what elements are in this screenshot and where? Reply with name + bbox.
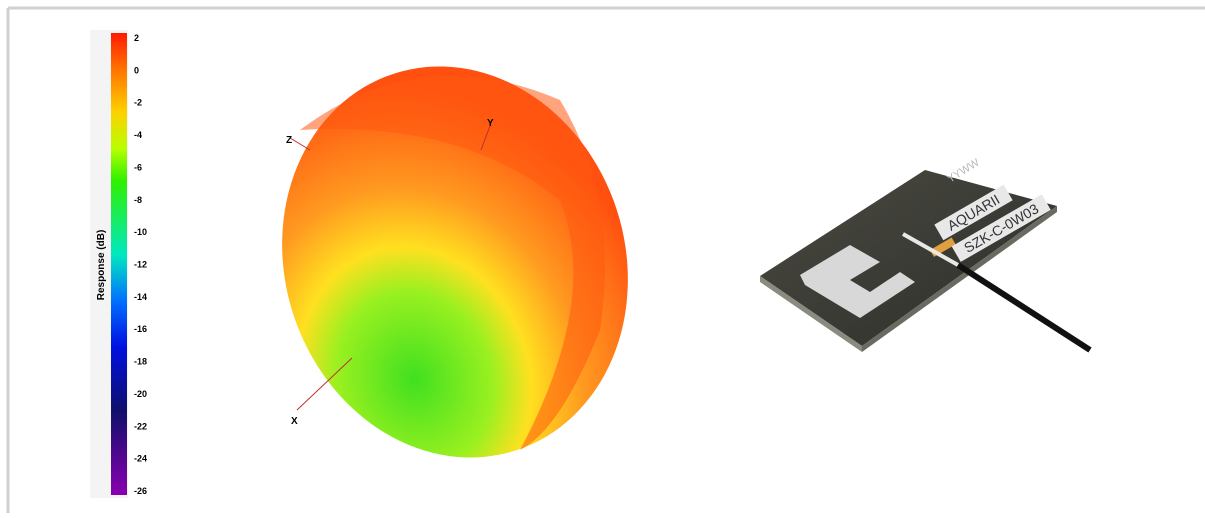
colorbar-tick-label: 2 (134, 33, 139, 43)
colorbar-tick-label: -24 (134, 454, 147, 464)
colorbar-tick-label: -6 (134, 162, 142, 172)
colorbar-tick-label: -12 (134, 260, 147, 270)
cable (956, 262, 1092, 353)
z-axis (289, 137, 311, 151)
colorbar-tick-label: -14 (134, 292, 147, 302)
z-label: Z (286, 135, 292, 146)
colorbar-tick-label: -8 (134, 195, 142, 205)
colorbar-tick-label: 0 (134, 65, 139, 75)
cable-core (902, 232, 959, 267)
y-label: Y (487, 118, 494, 129)
colorbar-tick-label: -18 (134, 357, 147, 367)
x-axis (296, 357, 353, 411)
radiation-pattern: Z Y X (282, 66, 628, 458)
antenna: YYWW AQUARII SZK-C-0W03 (760, 156, 1092, 353)
board (760, 170, 1057, 346)
colorbar-tick-label: -2 (134, 98, 142, 108)
colorbar-tick-label: -10 (134, 227, 147, 237)
colorbar-ticks: 2 0 -2 -4 -6 -8 -10 -12 -14 -16 -18 -20 -22 -24 -26 (134, 33, 147, 496)
colorbar-tick-label: -16 (134, 324, 147, 334)
brand-box (934, 184, 1013, 241)
colorbar-tick-label: -26 (134, 486, 147, 496)
colorbar-label: Response (dB) (96, 230, 107, 301)
x-label: X (291, 416, 298, 427)
colorbar (111, 33, 127, 495)
colorbar-tick-label: -20 (134, 389, 147, 399)
pattern-shade (300, 76, 605, 450)
board-edge (862, 206, 1057, 352)
colorbar-tick-label: -22 (134, 421, 147, 431)
logo (800, 245, 915, 318)
y-axis (480, 125, 491, 151)
colorbar-tick-label: -4 (134, 130, 142, 140)
model-box (951, 194, 1051, 262)
board-edge (760, 276, 862, 352)
